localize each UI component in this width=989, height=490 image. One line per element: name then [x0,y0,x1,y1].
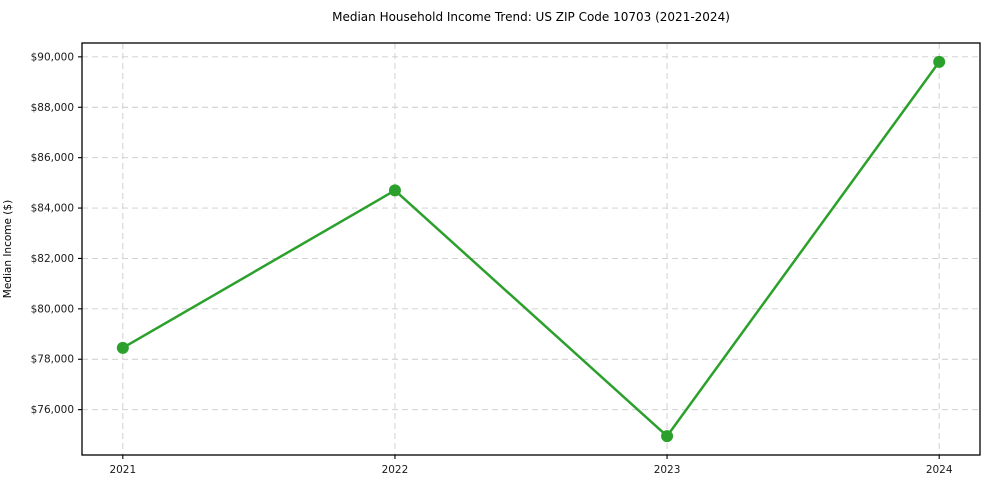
data-point-2021 [116,341,129,354]
x-tick-label: 2022 [382,464,409,476]
plot-frame [81,42,981,456]
trend-line [121,60,941,438]
y-tick-label: $78,000 [31,354,74,366]
y-tick-label: $82,000 [31,253,74,265]
y-tick-label: $76,000 [31,404,74,416]
chart-title: Median Household Income Trend: US ZIP Co… [332,10,730,24]
x-tick-label: 2023 [654,464,681,476]
axis-tick-labels: $76,000 $78,000 $80,000 $82,000 $84,000 $86,0… [31,51,953,476]
axis-ticks [78,56,940,459]
y-tick-label: $90,000 [31,51,74,63]
y-tick-label: $88,000 [31,102,74,114]
y-tick-label: $86,000 [31,152,74,164]
data-point-2024 [933,55,946,68]
y-tick-label: $84,000 [31,203,74,215]
x-tick-label: 2021 [109,464,136,476]
grid-lines [82,43,980,455]
x-tick-label: 2024 [926,464,953,476]
data-point-2022 [388,184,401,197]
data-point-2023 [661,430,674,443]
y-tick-label: $80,000 [31,303,74,315]
y-axis-label: Median Income ($) [2,199,14,299]
